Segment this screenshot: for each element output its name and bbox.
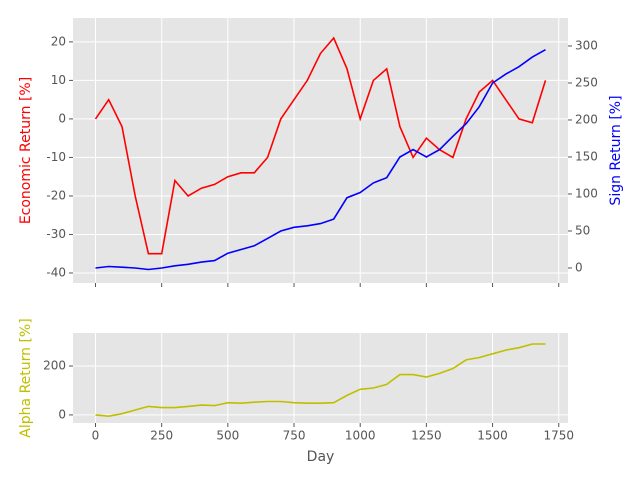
y-tick-label: -30	[46, 227, 66, 241]
y-axis-label: Economic Return [%]	[18, 77, 34, 224]
x-tick-label: 1750	[543, 429, 574, 443]
y-tick-label: 0	[58, 407, 66, 421]
y2-tick-label: 50	[575, 223, 590, 237]
y2-tick-label: 250	[575, 75, 598, 89]
y-tick-label: -10	[46, 150, 66, 164]
y-tick-label: 0	[58, 111, 66, 125]
x-tick-label: 750	[283, 429, 306, 443]
plot-area	[73, 333, 568, 423]
x-tick-label: 0	[92, 429, 100, 443]
y2-tick-label: 150	[575, 149, 598, 163]
y2-tick-label: 200	[575, 112, 598, 126]
x-tick-label: 1000	[345, 429, 376, 443]
y2-tick-label: 100	[575, 186, 598, 200]
line-series	[95, 49, 546, 271]
x-tick-label: 1500	[477, 429, 508, 443]
y-axis-label: Alpha Return [%]	[18, 318, 34, 437]
x-tick-label: 1250	[411, 429, 442, 443]
y2-tick-label: 300	[575, 38, 598, 52]
plot-area	[73, 18, 568, 283]
y-tick-label: 10	[51, 73, 66, 87]
y2-axis-label: Sign Return [%]	[608, 95, 624, 205]
line-series	[94, 36, 547, 255]
y2-tick-label: 0	[575, 260, 583, 274]
x-tick-label: 250	[150, 429, 173, 443]
x-tick-label: 500	[216, 429, 239, 443]
y-tick-label: -40	[46, 265, 66, 279]
x-axis-label: Day	[307, 449, 335, 465]
line-series	[95, 343, 546, 418]
y-tick-label: 200	[43, 359, 66, 373]
y-tick-label: -20	[46, 188, 66, 202]
y-tick-label: 20	[51, 34, 66, 48]
